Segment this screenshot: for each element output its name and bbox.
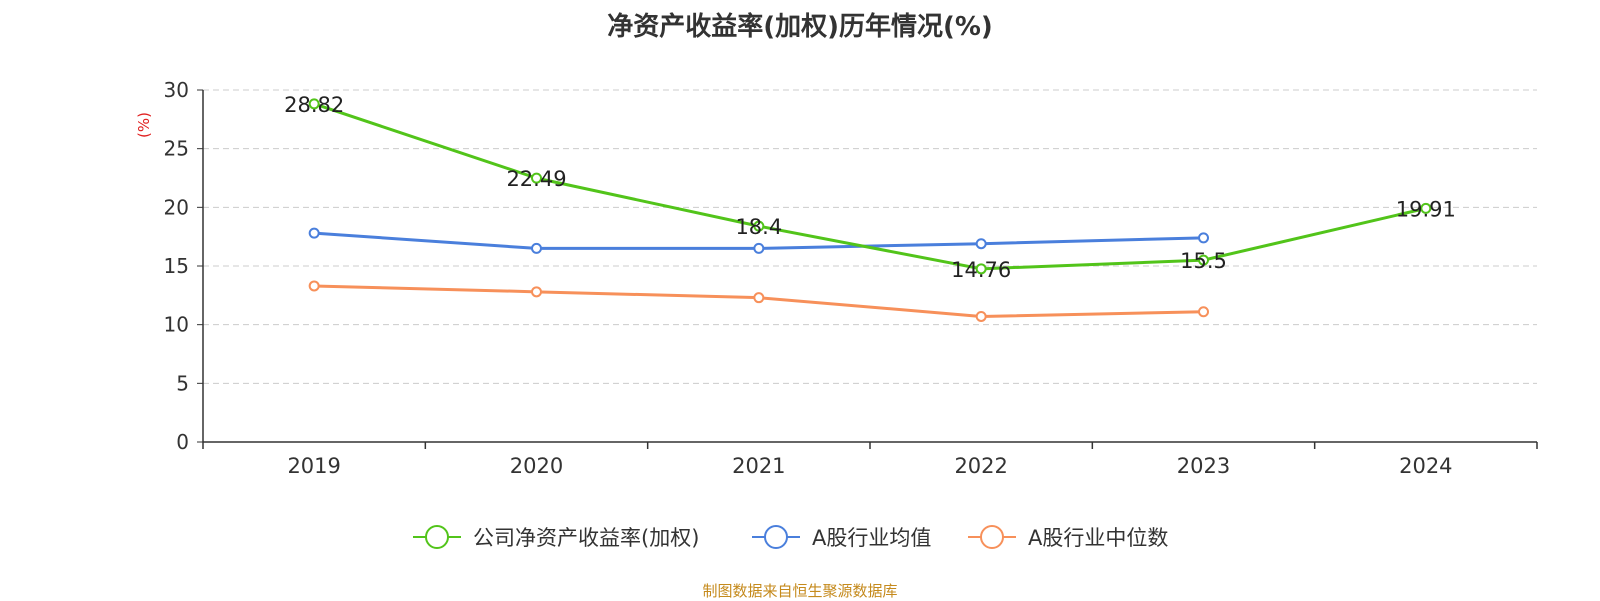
y-tick-label: 5 (176, 371, 189, 395)
series-lines (308, 98, 1432, 322)
y-tick-label: 15 (164, 254, 189, 278)
y-tick-label: 25 (164, 137, 189, 161)
axes: 0 5 10 15 20 25 30 2019 2020 2021 2022 2023 2024 (%) (135, 78, 1538, 478)
legend-label: 公司净资产收益率(加权) (473, 526, 699, 550)
source-credit: 制图数据来自恒生聚源数据库 (702, 582, 898, 600)
data-point (1198, 232, 1209, 244)
x-tick-label: 2023 (1177, 454, 1230, 478)
data-point (308, 227, 320, 239)
y-tick-label: 0 (176, 430, 189, 454)
data-point (531, 172, 542, 184)
x-tick-label: 2024 (1399, 454, 1452, 478)
chart-title: 净资产收益率(加权)历年情况(%) (607, 12, 993, 42)
data-point (975, 238, 987, 250)
y-tick-label: 20 (164, 195, 189, 219)
data-point (1198, 254, 1209, 266)
y-axis-label: (%) (135, 112, 153, 138)
data-point (308, 98, 320, 110)
x-tick-label: 2021 (732, 454, 785, 478)
y-tick-label: 10 (164, 313, 189, 337)
data-label: 19.91 (1396, 197, 1456, 221)
data-labels: 28.82 22.49 18.4 14.76 15.5 19.91 (284, 93, 1456, 282)
data-point (531, 242, 542, 254)
gridlines (203, 89, 1537, 384)
data-point (753, 242, 765, 254)
data-label: 22.49 (506, 167, 566, 191)
data-point (975, 310, 987, 322)
legend-label: A股行业中位数 (1028, 526, 1168, 550)
x-tick-label: 2022 (954, 454, 1007, 478)
legend-item-2[interactable]: A股行业中位数 (968, 525, 1168, 550)
data-label: 18.4 (735, 215, 782, 239)
legend-marker (425, 525, 449, 549)
data-point (308, 280, 320, 292)
data-point (975, 263, 987, 275)
data-point (1420, 202, 1432, 214)
data-point (753, 292, 765, 304)
series-line-0 (313, 102, 1427, 271)
legend-label: A股行业均值 (812, 526, 931, 550)
data-label: 14.76 (951, 258, 1011, 282)
legend: 公司净资产收益率(加权) A股行业均值 A股行业中位数 (413, 525, 1168, 550)
data-point (753, 220, 765, 232)
data-point (1198, 306, 1209, 318)
y-tick-label: 30 (164, 78, 189, 102)
data-label: 15.5 (1180, 249, 1227, 273)
x-tick-label: 2019 (287, 454, 340, 478)
legend-marker (764, 525, 788, 549)
legend-marker (980, 525, 1004, 549)
legend-item-0[interactable]: 公司净资产收益率(加权) (413, 525, 699, 550)
data-label: 28.82 (284, 93, 344, 117)
data-point (531, 286, 542, 298)
legend-item-1[interactable]: A股行业均值 (752, 525, 931, 550)
x-tick-label: 2020 (510, 454, 563, 478)
